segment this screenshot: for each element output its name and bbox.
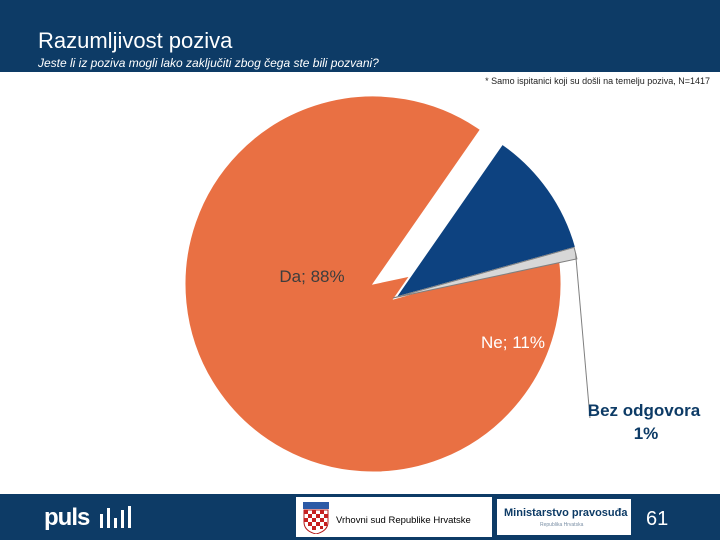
header-bar [0, 0, 720, 72]
label-da: Da; 88% [279, 267, 344, 286]
court-label: Vrhovni sud Republike Hrvatske [336, 515, 471, 526]
ministry-label: Ministarstvo pravosuđa [504, 507, 628, 519]
page-number: 61 [646, 508, 669, 530]
pie-slice-da [184, 95, 562, 473]
puls-logo-bars-icon [100, 506, 131, 528]
sample-note: * Samo ispitanici koji su došli na temel… [485, 76, 710, 86]
label-bez-odgovora-value: 1% [634, 424, 659, 443]
puls-logo: puls [44, 504, 90, 531]
leader-line [575, 253, 591, 419]
label-bez-odgovora-name: Bez odgovora [588, 401, 701, 420]
ministry-sublabel: Republika Hrvatska [540, 522, 584, 528]
croatian-crest-icon [303, 502, 329, 534]
page-subtitle: Jeste li iz poziva mogli lako zaključiti… [38, 56, 379, 70]
ministry-logo-box [497, 499, 631, 535]
page-title: Razumljivost poziva [38, 28, 233, 53]
label-ne: Ne; 11% [481, 333, 545, 352]
